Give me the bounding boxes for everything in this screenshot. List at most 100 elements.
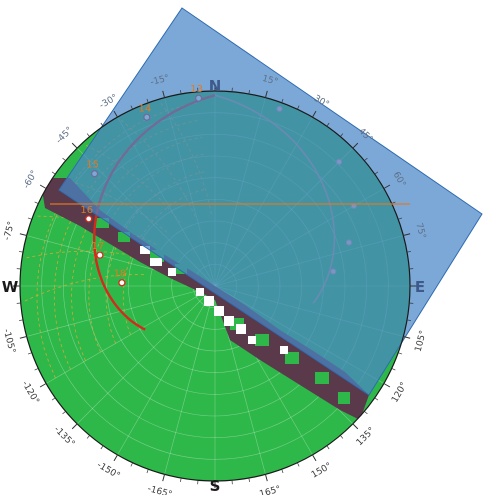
azimuth-tick	[312, 110, 317, 118]
sky-gap	[196, 288, 204, 296]
sky-gap	[214, 306, 224, 316]
azimuth-tick	[352, 423, 359, 430]
azimuth-tick	[18, 251, 24, 253]
azimuth-tick	[326, 445, 330, 450]
azimuth-label: 75°	[413, 222, 427, 240]
azimuth-tick	[264, 90, 268, 98]
sky-gap	[168, 268, 176, 276]
azimuth-label: -45°	[54, 125, 75, 146]
azimuth-tick	[86, 435, 90, 439]
cardinal-west: W	[2, 278, 19, 296]
terrain-notch	[315, 372, 329, 384]
sky-gap	[140, 246, 150, 254]
azimuth-tick	[162, 90, 166, 98]
azimuth-tick	[374, 397, 379, 401]
sky-gap	[224, 316, 234, 326]
azimuth-tick	[39, 184, 47, 189]
azimuth-ray	[164, 285, 216, 475]
azimuth-ticks	[13, 84, 417, 488]
azimuth-tick	[130, 462, 133, 467]
azimuth-tick	[146, 98, 149, 103]
azimuth-tick	[180, 89, 182, 95]
azimuth-tick	[398, 217, 403, 220]
azimuth-tick	[391, 368, 396, 371]
azimuth-label: -60°	[22, 169, 40, 191]
hour-marker	[118, 279, 126, 287]
sky-gap	[280, 346, 288, 354]
azimuth-ray	[76, 285, 216, 425]
hour-label: 17	[92, 241, 105, 252]
azimuth-tick	[340, 435, 344, 439]
azimuth-label: 135°	[355, 426, 377, 448]
azimuth-tick	[113, 110, 118, 118]
azimuth-tick	[146, 469, 149, 474]
sky-gap	[150, 258, 162, 266]
azimuth-tick	[51, 397, 56, 401]
azimuth-tick	[406, 319, 412, 321]
azimuth-tick	[383, 383, 391, 388]
azimuth-tick	[264, 474, 268, 482]
azimuth-tick	[71, 142, 78, 149]
hour-label: 16	[80, 205, 93, 216]
azimuth-ray	[117, 285, 216, 456]
azimuth-tick	[364, 411, 368, 415]
hour-marker	[96, 251, 104, 259]
cardinal-south: S	[210, 477, 221, 495]
azimuth-tick	[18, 319, 24, 321]
azimuth-tick	[180, 477, 182, 483]
azimuth-label: 105°	[414, 329, 429, 353]
azimuth-label: -120°	[20, 379, 41, 406]
azimuth-tick	[297, 105, 300, 110]
azimuth-tick	[62, 157, 66, 161]
azimuth-tick	[19, 233, 27, 237]
azimuth-tick	[326, 122, 330, 127]
terrain-notch	[285, 352, 299, 364]
azimuth-tick	[162, 474, 166, 482]
azimuth-tick	[51, 171, 56, 175]
terrain-notch	[118, 232, 130, 242]
azimuth-tick	[383, 184, 391, 189]
hour-label: 15	[86, 160, 99, 171]
sky-panel	[58, 7, 483, 396]
azimuth-label: -15°	[149, 73, 170, 88]
azimuth-tick	[312, 454, 317, 462]
terrain-notch	[255, 334, 269, 346]
azimuth-tick	[403, 335, 411, 339]
hour-marker	[85, 215, 93, 223]
azimuth-tick	[248, 477, 250, 483]
azimuth-tick	[34, 201, 39, 204]
azimuth-label: -105°	[1, 328, 17, 355]
azimuth-tick	[27, 352, 32, 355]
azimuth-tick	[403, 233, 411, 237]
azimuth-tick	[34, 368, 39, 371]
azimuth-label: 15°	[261, 74, 279, 88]
azimuth-tick	[27, 217, 32, 220]
azimuth-tick	[364, 157, 368, 161]
cardinal-north: N	[209, 77, 222, 95]
hour-label: 18	[114, 269, 127, 280]
azimuth-label: 120°	[390, 381, 410, 405]
hour-labels: 13 14 15 16 17 18	[80, 84, 203, 280]
azimuth-tick	[86, 133, 90, 137]
cardinal-east: E	[415, 278, 425, 296]
azimuth-tick	[71, 423, 78, 430]
azimuth-tick	[113, 454, 118, 462]
azimuth-tick	[374, 171, 379, 175]
azimuth-tick	[62, 411, 66, 415]
azimuth-tick	[39, 383, 47, 388]
azimuth-tick	[100, 122, 104, 127]
sky-gap	[248, 336, 256, 344]
sky-gap	[236, 324, 246, 334]
azimuth-label: 150°	[310, 461, 334, 481]
azimuth-tick	[398, 352, 403, 355]
azimuth-tick	[352, 142, 359, 149]
date-curve	[36, 102, 199, 379]
azimuth-tick	[248, 89, 250, 95]
terrain-notch	[338, 392, 350, 404]
azimuth-tick	[340, 133, 344, 137]
obstruction-band	[40, 178, 369, 420]
terrain-notch	[95, 218, 109, 228]
azimuth-tick	[100, 445, 104, 450]
